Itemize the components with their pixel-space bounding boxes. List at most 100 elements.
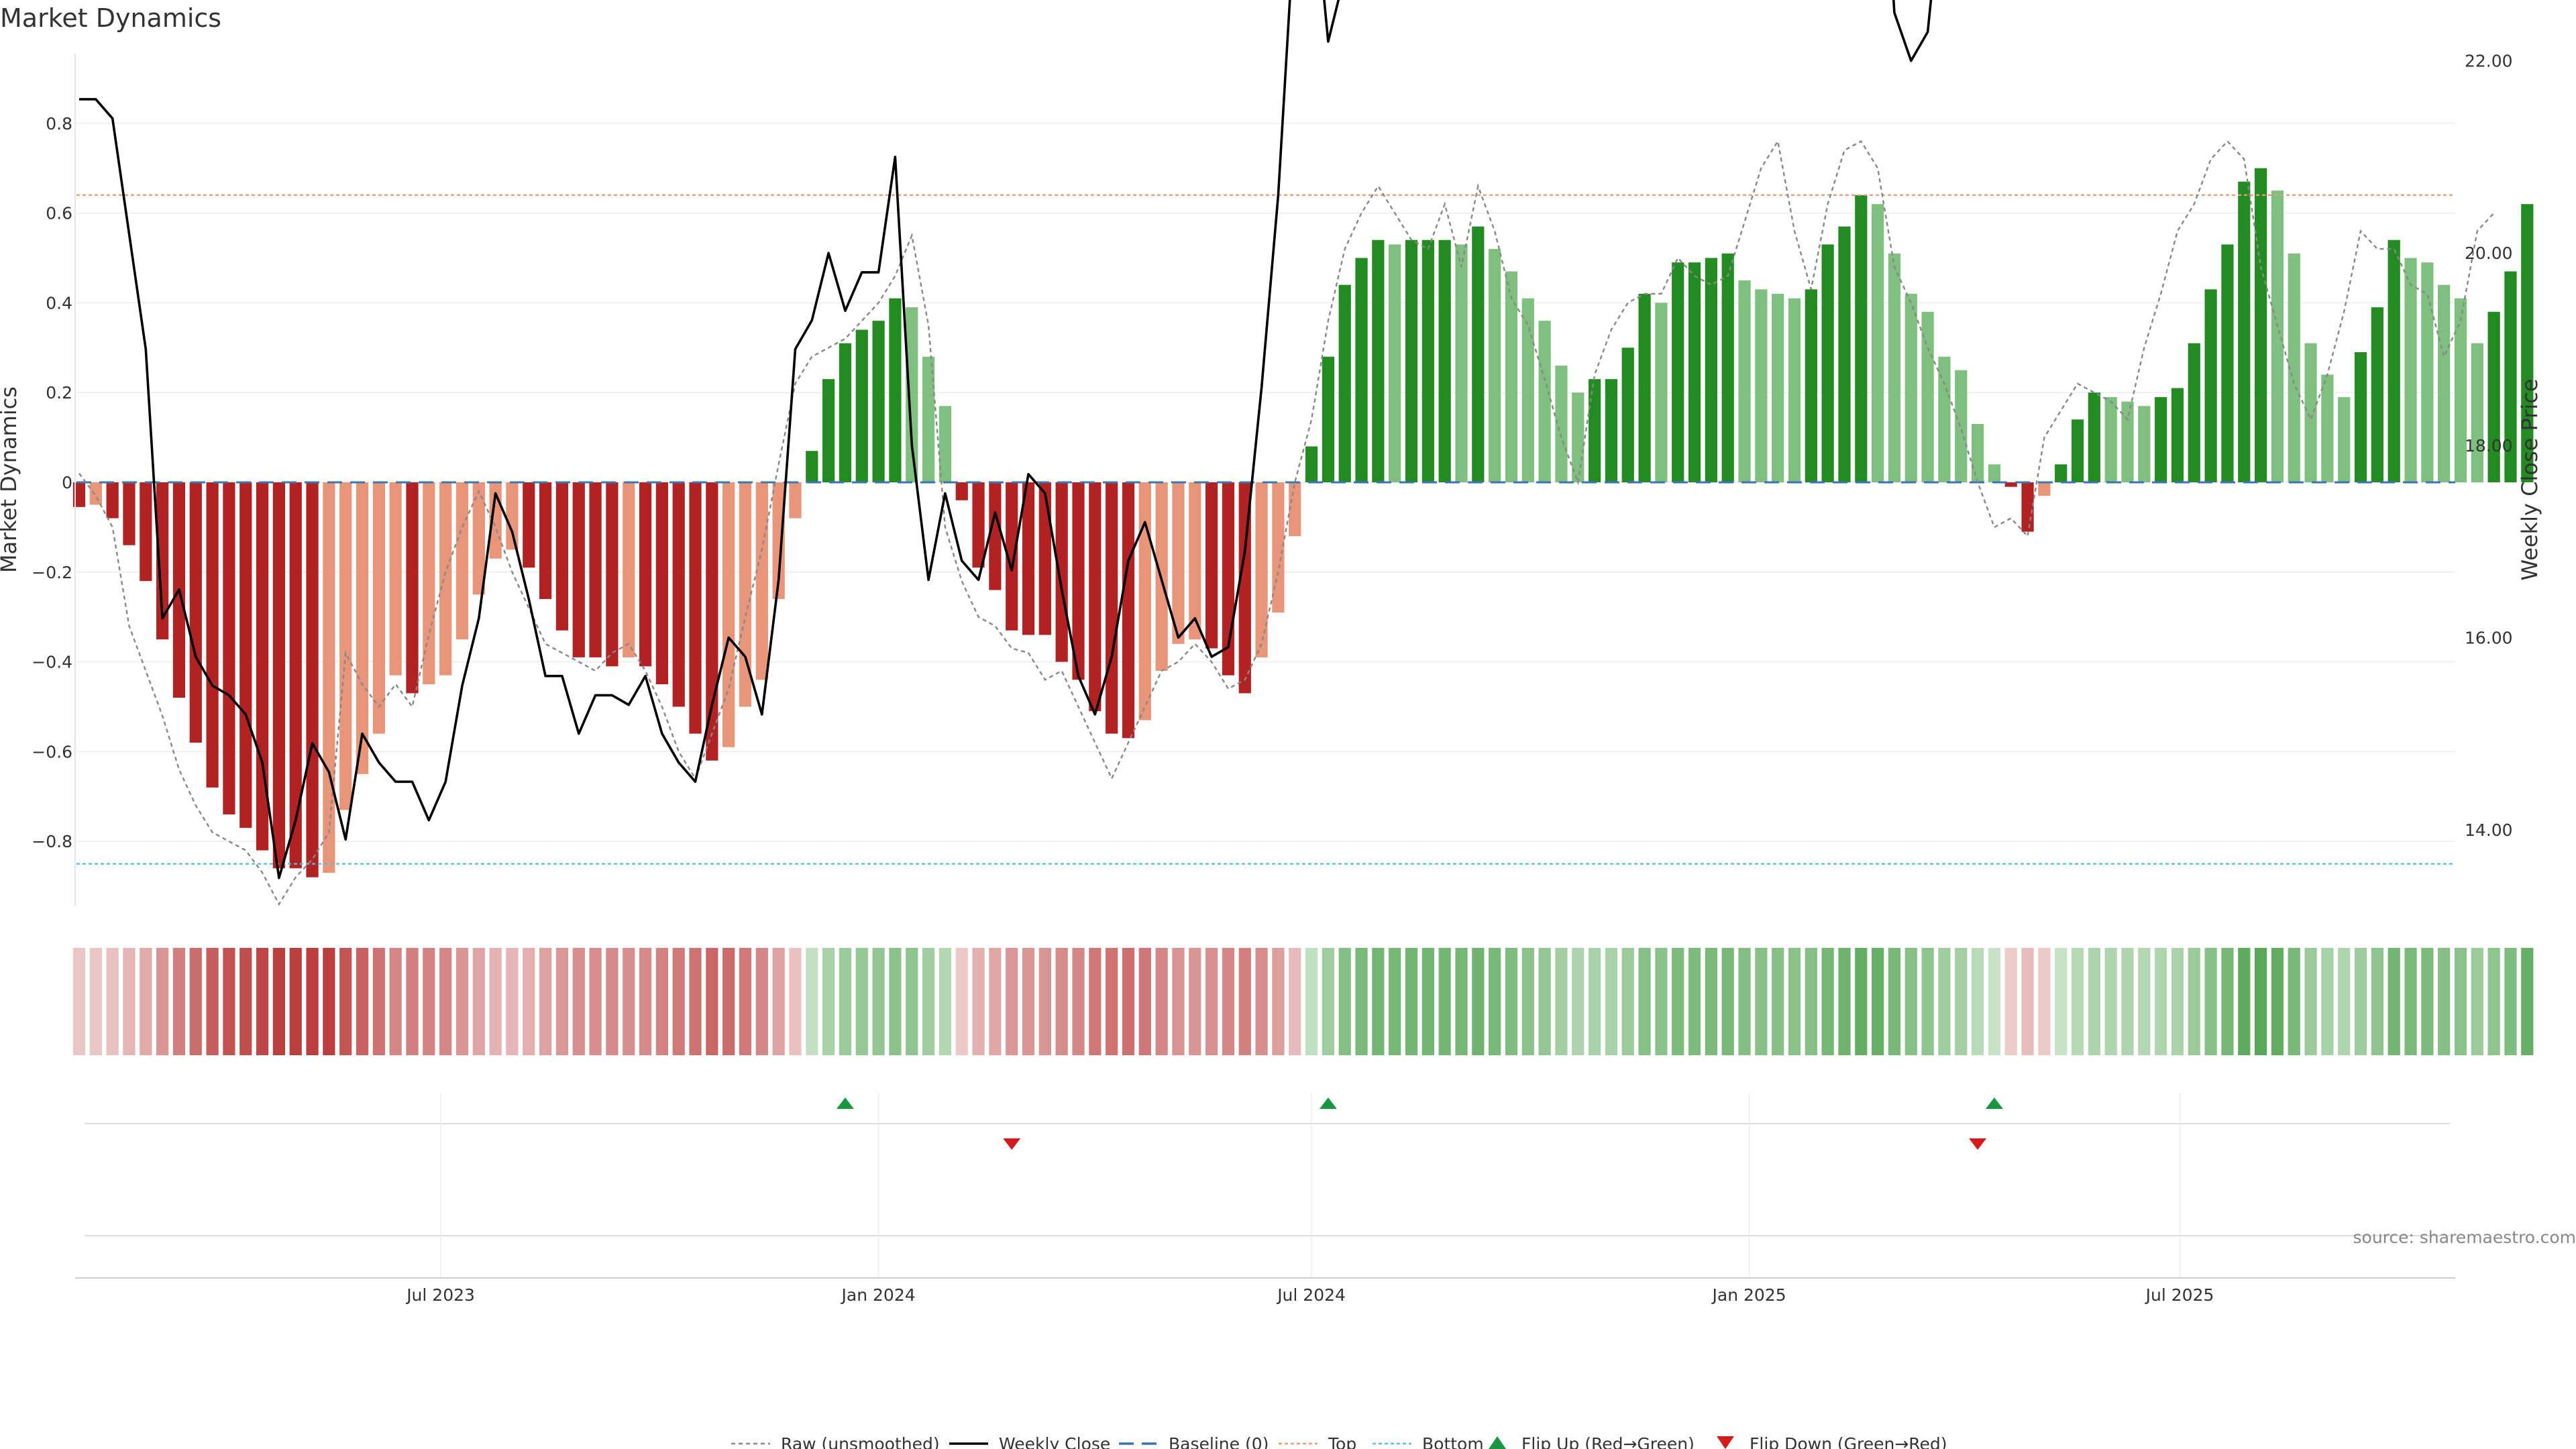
momentum-bar (1322, 356, 1335, 482)
momentum-bar (1055, 482, 1068, 662)
strip-cell (1721, 948, 1734, 1055)
strip-cell (1455, 948, 1468, 1055)
momentum-bar (1521, 298, 1534, 482)
strip-cell (655, 948, 668, 1055)
strip-cell (1588, 948, 1601, 1055)
momentum-bar (872, 321, 885, 482)
momentum-bar (1405, 239, 1418, 482)
x-axis-ticks: Jul 2023 Jan 2024 Jul 2024 Jan 2025 Jul 2025 (405, 1285, 2214, 1305)
momentum-bar (972, 482, 985, 568)
momentum-bar (2254, 168, 2267, 482)
momentum-bar (339, 482, 352, 810)
x-tick-label: Jan 2025 (1711, 1285, 1786, 1305)
strip-cell (1572, 948, 1585, 1055)
momentum-bar (889, 298, 902, 482)
momentum-bar (1389, 244, 1401, 482)
momentum-bar (806, 451, 818, 482)
momentum-bar (472, 482, 485, 595)
strip-cell (2171, 948, 2184, 1055)
momentum-bar (1421, 239, 1434, 482)
momentum-bar (1721, 253, 1734, 482)
strip-cell (140, 948, 152, 1055)
momentum-bar (2271, 191, 2284, 482)
strip-cell (1155, 948, 1168, 1055)
strip-cell (1338, 948, 1351, 1055)
momentum-bar (1438, 239, 1451, 482)
strip-cell (806, 948, 818, 1055)
strip-cell (1055, 948, 1068, 1055)
momentum-bar (739, 482, 752, 707)
strip-cell (2055, 948, 2068, 1055)
strip-cell (938, 948, 952, 1055)
strip-cell (739, 948, 752, 1055)
momentum-bar (2404, 258, 2417, 482)
strip-cell (206, 948, 219, 1055)
strip-cell (1988, 948, 2001, 1055)
strip-cell (2155, 948, 2167, 1055)
strip-cell (2354, 948, 2367, 1055)
momentum-bar (2387, 239, 2400, 482)
momentum-bar (772, 482, 785, 599)
strip-cell (1122, 948, 1135, 1055)
right-tick-label: 22.00 (2465, 52, 2513, 71)
strip-cell (1255, 948, 1268, 1055)
momentum-bar (1805, 289, 1817, 482)
strip-cell (2021, 948, 2034, 1055)
momentum-bar (306, 482, 319, 877)
strip-cell (2321, 948, 2334, 1055)
strip-cell (455, 948, 469, 1055)
strip-cell (2121, 948, 2134, 1055)
flip-panel (85, 1093, 2450, 1278)
momentum-bar (955, 482, 968, 500)
strip-cell (2521, 948, 2534, 1055)
momentum-bar (1971, 424, 1984, 482)
momentum-bar (206, 482, 219, 788)
strip-cell (256, 948, 269, 1055)
strip-cell (72, 948, 86, 1055)
momentum-bar (1138, 482, 1151, 720)
main-panel: 0.80.60.40.20−0.2−0.4−0.6−0.8 30.0028.00… (0, 0, 2542, 906)
momentum-bar (2454, 298, 2467, 482)
momentum-bar (1738, 280, 1751, 482)
left-axis-ticks: 0.8 0.6 0.4 0.2 0 −0.2 −0.4 −0.6 −0.8 (32, 114, 72, 851)
strip-cell (755, 948, 768, 1055)
legend-top-label: Top (1328, 1434, 1356, 1449)
legend-flip-up-label: Flip Up (Red→Green) (1521, 1434, 1695, 1449)
left-tick-label: 0.2 (46, 383, 72, 402)
momentum-bar (2155, 396, 2167, 482)
strip-cell (439, 948, 452, 1055)
strip-cell (1405, 948, 1418, 1055)
momentum-bar (1106, 482, 1118, 734)
momentum-bar (2188, 343, 2200, 482)
left-tick-label: −0.4 (32, 653, 72, 672)
momentum-bar (2055, 464, 2068, 482)
momentum-bar (2487, 311, 2500, 482)
momentum-bar (906, 307, 918, 482)
strip-cell (1089, 948, 1102, 1055)
momentum-bar (1372, 239, 1385, 482)
momentum-bar (2071, 419, 2084, 482)
momentum-bar (1672, 262, 1684, 482)
strip-cell (1838, 948, 1851, 1055)
momentum-bar (140, 482, 152, 582)
momentum-bar (423, 482, 435, 685)
strip-cell (2338, 948, 2351, 1055)
momentum-bar (2088, 392, 2100, 482)
strip-cell (672, 948, 685, 1055)
strip-cell (506, 948, 519, 1055)
momentum-bar (106, 482, 119, 519)
momentum-bar (1189, 482, 1201, 640)
flip-up-marker (1985, 1097, 2003, 1109)
momentum-bar (2004, 482, 2017, 487)
strip-cell (239, 948, 252, 1055)
momentum-bar (655, 482, 668, 685)
momentum-bar (323, 482, 335, 873)
momentum-bar (2204, 289, 2217, 482)
strip-cell (1038, 948, 1051, 1055)
momentum-bar (1338, 284, 1351, 482)
momentum-bar (606, 482, 619, 667)
strip-cell (1705, 948, 1717, 1055)
strip-cell (1805, 948, 1817, 1055)
strip-cell (2138, 948, 2151, 1055)
momentum-bar (2321, 374, 2334, 482)
